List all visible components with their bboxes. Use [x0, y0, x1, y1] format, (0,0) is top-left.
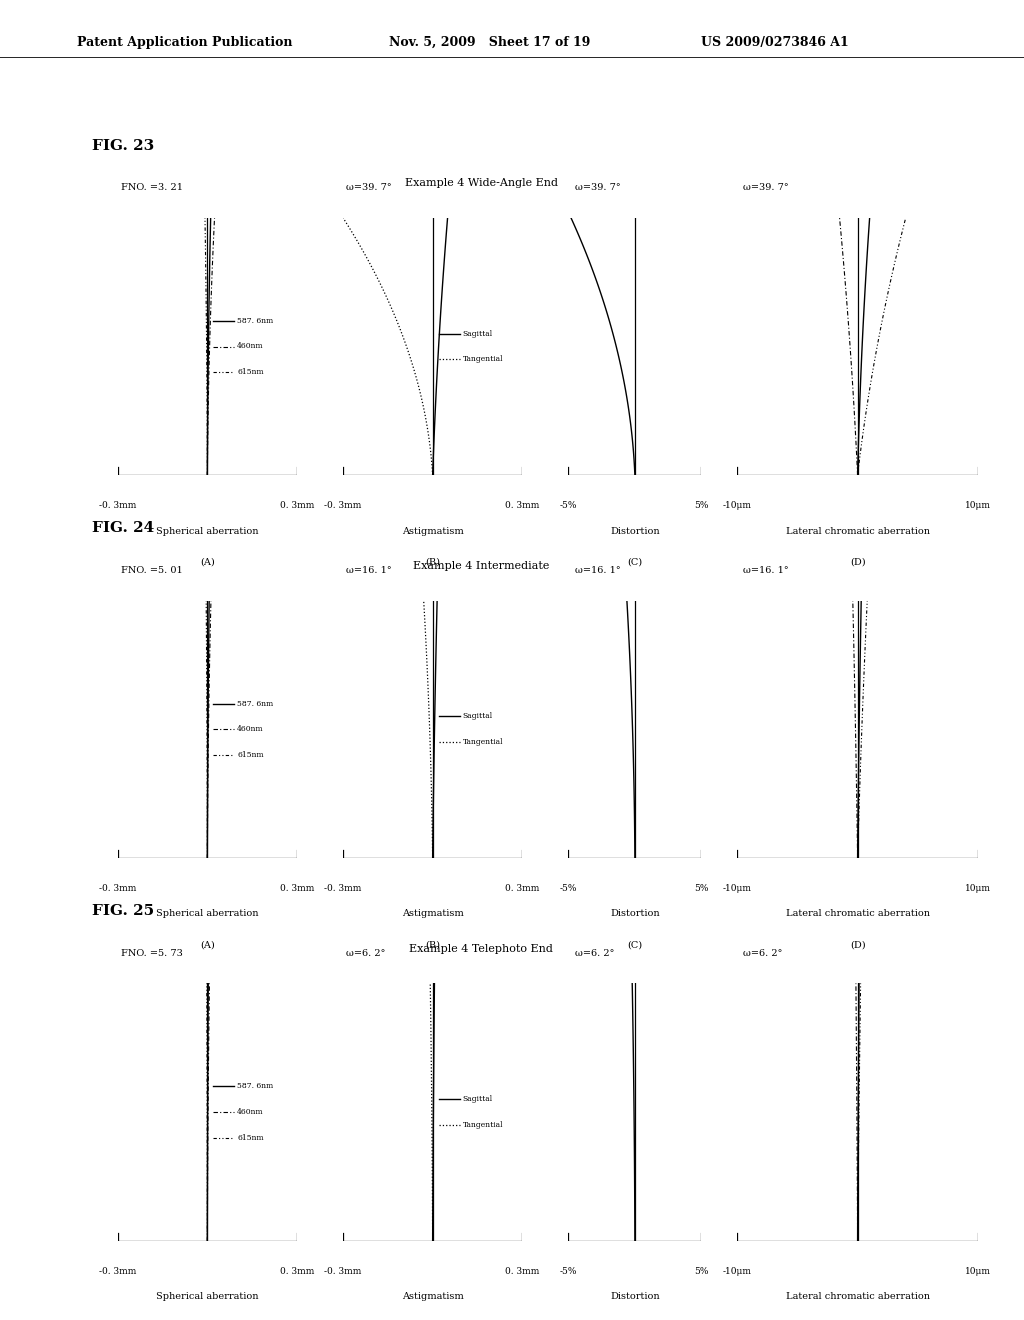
Text: -0. 3mm: -0. 3mm [99, 502, 136, 510]
Text: 0. 3mm: 0. 3mm [505, 884, 540, 892]
Text: Spherical aberration: Spherical aberration [156, 527, 259, 536]
Text: (D): (D) [850, 557, 865, 566]
Text: -5%: -5% [559, 884, 578, 892]
Text: 587. 6nm: 587. 6nm [238, 317, 273, 325]
Text: 460nm: 460nm [238, 1107, 264, 1117]
Text: Distortion: Distortion [610, 909, 659, 919]
Text: 5%: 5% [694, 884, 709, 892]
Text: (A): (A) [200, 557, 215, 566]
Text: (D): (D) [850, 940, 865, 949]
Text: 587. 6nm: 587. 6nm [238, 700, 273, 708]
Text: (B): (B) [425, 557, 440, 566]
Text: -10μm: -10μm [723, 1267, 752, 1275]
Text: Distortion: Distortion [610, 1292, 659, 1302]
Text: -5%: -5% [559, 1267, 578, 1275]
Text: ω=16. 1°: ω=16. 1° [346, 566, 391, 576]
Text: Sagittal: Sagittal [463, 1096, 493, 1104]
Text: Example 4 Wide-Angle End: Example 4 Wide-Angle End [404, 178, 558, 189]
Text: Spherical aberration: Spherical aberration [156, 909, 259, 919]
Text: (C): (C) [628, 940, 642, 949]
Text: Distortion: Distortion [610, 527, 659, 536]
Text: Tangential: Tangential [463, 738, 503, 746]
Text: -0. 3mm: -0. 3mm [325, 884, 361, 892]
Text: Sagittal: Sagittal [463, 330, 493, 338]
Text: 587. 6nm: 587. 6nm [238, 1082, 273, 1090]
Text: (B): (B) [425, 940, 440, 949]
Text: Lateral chromatic aberration: Lateral chromatic aberration [785, 909, 930, 919]
Text: FIG. 24: FIG. 24 [92, 521, 155, 536]
Text: Lateral chromatic aberration: Lateral chromatic aberration [785, 527, 930, 536]
Text: ω=39. 7°: ω=39. 7° [575, 183, 621, 191]
Text: 0. 3mm: 0. 3mm [505, 502, 540, 510]
Text: ω=16. 1°: ω=16. 1° [743, 566, 788, 576]
Text: 615nm: 615nm [238, 368, 264, 376]
Text: 0. 3mm: 0. 3mm [280, 884, 314, 892]
Text: ω=6. 2°: ω=6. 2° [346, 949, 385, 958]
Text: Tangential: Tangential [463, 355, 503, 363]
Text: 10μm: 10μm [965, 884, 991, 892]
Text: FNO. =5. 01: FNO. =5. 01 [121, 566, 182, 576]
Text: 615nm: 615nm [238, 751, 264, 759]
Text: Spherical aberration: Spherical aberration [156, 1292, 259, 1302]
Text: Astigmatism: Astigmatism [401, 527, 464, 536]
Text: 0. 3mm: 0. 3mm [280, 502, 314, 510]
Text: ω=39. 7°: ω=39. 7° [743, 183, 788, 191]
Text: 0. 3mm: 0. 3mm [280, 1267, 314, 1275]
Text: -0. 3mm: -0. 3mm [325, 1267, 361, 1275]
Text: 615nm: 615nm [238, 1134, 264, 1142]
Text: FIG. 25: FIG. 25 [92, 904, 155, 919]
Text: Tangential: Tangential [463, 1121, 503, 1129]
Text: FNO. =3. 21: FNO. =3. 21 [121, 183, 182, 191]
Text: -0. 3mm: -0. 3mm [99, 884, 136, 892]
Text: 5%: 5% [694, 1267, 709, 1275]
Text: (C): (C) [628, 557, 642, 566]
Text: Astigmatism: Astigmatism [401, 1292, 464, 1302]
Text: -10μm: -10μm [723, 502, 752, 510]
Text: 10μm: 10μm [965, 1267, 991, 1275]
Text: 460nm: 460nm [238, 725, 264, 734]
Text: FIG. 23: FIG. 23 [92, 139, 155, 153]
Text: Patent Application Publication: Patent Application Publication [77, 36, 292, 49]
Text: Sagittal: Sagittal [463, 713, 493, 721]
Text: Example 4 Intermediate: Example 4 Intermediate [413, 561, 550, 572]
Text: (A): (A) [200, 940, 215, 949]
Text: US 2009/0273846 A1: US 2009/0273846 A1 [701, 36, 849, 49]
Text: Example 4 Telephoto End: Example 4 Telephoto End [410, 944, 553, 954]
Text: ω=6. 2°: ω=6. 2° [575, 949, 614, 958]
Text: ω=6. 2°: ω=6. 2° [743, 949, 782, 958]
Text: ω=16. 1°: ω=16. 1° [575, 566, 621, 576]
Text: ω=39. 7°: ω=39. 7° [346, 183, 391, 191]
Text: 460nm: 460nm [238, 342, 264, 351]
Text: Astigmatism: Astigmatism [401, 909, 464, 919]
Text: 10μm: 10μm [965, 502, 991, 510]
Text: -10μm: -10μm [723, 884, 752, 892]
Text: FNO. =5. 73: FNO. =5. 73 [121, 949, 182, 958]
Text: -5%: -5% [559, 502, 578, 510]
Text: 0. 3mm: 0. 3mm [505, 1267, 540, 1275]
Text: -0. 3mm: -0. 3mm [325, 502, 361, 510]
Text: 5%: 5% [694, 502, 709, 510]
Text: -0. 3mm: -0. 3mm [99, 1267, 136, 1275]
Text: Nov. 5, 2009   Sheet 17 of 19: Nov. 5, 2009 Sheet 17 of 19 [389, 36, 591, 49]
Text: Lateral chromatic aberration: Lateral chromatic aberration [785, 1292, 930, 1302]
